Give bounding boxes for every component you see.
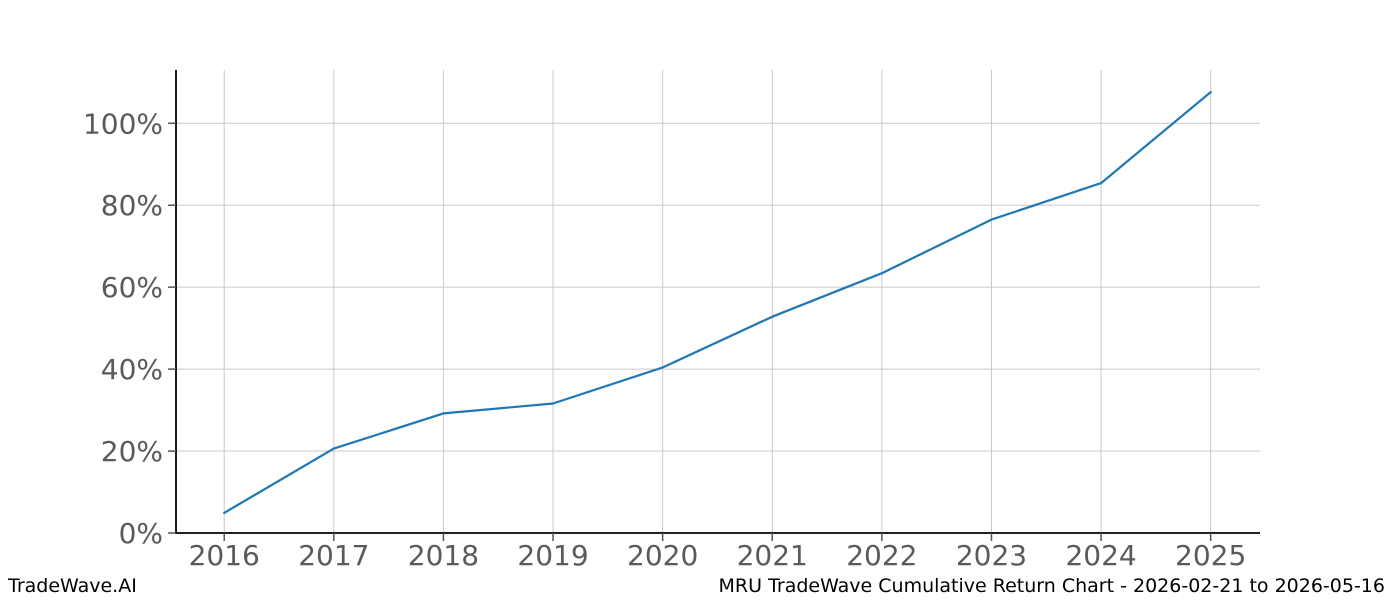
cumulative-return-series-line bbox=[223, 90, 1212, 515]
y-tick-label: 40% bbox=[101, 353, 163, 386]
y-tick-label: 60% bbox=[101, 271, 163, 304]
x-tick-label: 2020 bbox=[627, 539, 698, 572]
y-tick-label: 0% bbox=[119, 517, 163, 550]
x-tick-label: 2018 bbox=[408, 539, 479, 572]
brand-watermark: TradeWave.AI bbox=[8, 575, 137, 597]
x-tick-label: 2021 bbox=[737, 539, 808, 572]
x-tick-label: 2022 bbox=[846, 539, 917, 572]
x-tick-label: 2019 bbox=[517, 539, 588, 572]
y-tick-label: 80% bbox=[101, 189, 163, 222]
y-tick-label: 100% bbox=[83, 107, 163, 140]
y-tick-label: 20% bbox=[101, 435, 163, 468]
x-tick-label: 2017 bbox=[298, 539, 369, 572]
chart-footer-title: MRU TradeWave Cumulative Return Chart - … bbox=[718, 575, 1385, 597]
x-tick-label: 2024 bbox=[1065, 539, 1136, 572]
x-tick-label: 2025 bbox=[1175, 539, 1246, 572]
x-tick-label: 2016 bbox=[189, 539, 260, 572]
x-tick-label: 2023 bbox=[956, 539, 1027, 572]
